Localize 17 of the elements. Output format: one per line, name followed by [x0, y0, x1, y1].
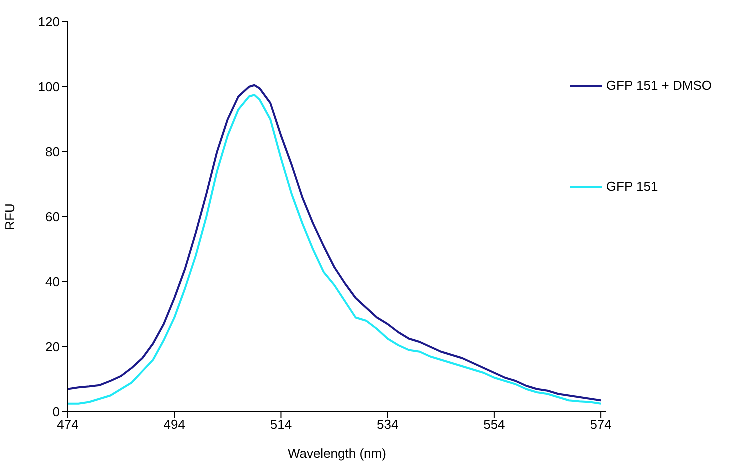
y-tick-label: 120: [38, 14, 60, 30]
y-axis-title: RFU: [2, 204, 18, 230]
y-tick-label: 0: [52, 404, 60, 420]
x-tick-label: 494: [164, 417, 186, 432]
y-tick-label: 60: [46, 210, 60, 225]
x-tick-label: 514: [270, 417, 292, 432]
legend-label: GFP 151: [606, 179, 658, 194]
legend-label: GFP 151 + DMSO: [606, 78, 712, 93]
x-tick-label: 574: [590, 417, 612, 432]
y-tick-label: 40: [46, 274, 60, 290]
x-tick-label: 554: [484, 417, 506, 432]
x-tick-label: 474: [57, 417, 79, 432]
x-axis-title: Wavelength (nm): [288, 446, 386, 461]
y-tick-label: 100: [38, 80, 60, 95]
x-tick-label: 534: [376, 417, 399, 432]
y-tick-label: 80: [46, 144, 60, 160]
y-tick-label: 20: [46, 340, 60, 355]
